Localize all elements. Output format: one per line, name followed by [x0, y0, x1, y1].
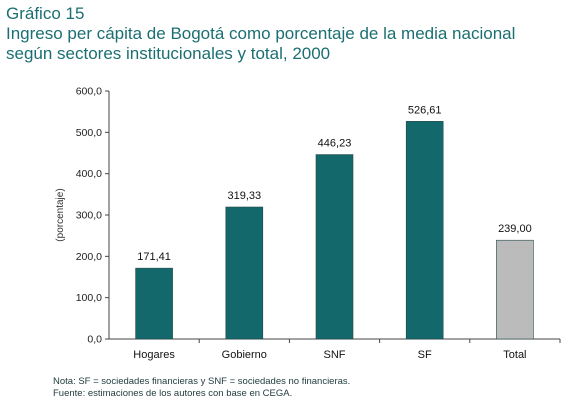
x-tick-label: SF [418, 349, 432, 361]
y-tick-label: 100,0 [76, 292, 102, 304]
bar-gobierno [225, 206, 264, 340]
y-tick-label: 400,0 [76, 168, 102, 180]
chart-bars [135, 121, 534, 340]
source-text: Fuente: estimaciones de los autores con … [53, 388, 293, 399]
figure-number: Gráfico 15 [6, 4, 85, 23]
data-label: 171,41 [137, 251, 171, 263]
y-tick-label: 300,0 [76, 210, 102, 222]
y-tick-label: 500,0 [76, 127, 102, 139]
x-tick-label: SNF [324, 349, 346, 361]
chart-header: Gráfico 15 Ingreso per cápita de Bogotá … [6, 4, 566, 64]
x-tick-label: Gobierno [222, 349, 267, 361]
y-axis-label: (porcentaje) [55, 188, 66, 241]
bar-sf [405, 121, 444, 340]
y-tick-label: 600,0 [76, 86, 102, 98]
note-text: Nota: SF = sociedades financieras y SNF … [53, 376, 351, 387]
chart-title: Ingreso per cápita de Bogotá como porcen… [6, 24, 516, 63]
bar-hogares [135, 267, 173, 340]
x-tick-label: Hogares [133, 349, 175, 361]
data-label: 446,23 [318, 138, 352, 150]
data-label: 526,61 [408, 104, 442, 116]
bar-total [496, 239, 534, 340]
chart-labels: 171,41 Hogares 319,33 Gobierno 446,23 SNF 526,… [133, 104, 531, 361]
x-tick-label: Total [503, 349, 526, 361]
chart-axes: 0,0 100,0 200,0 300,0 400,0 500,0 600,0 [76, 86, 561, 346]
chart-notes: Nota: SF = sociedades financieras y SNF … [53, 376, 350, 400]
y-tick-label: 200,0 [76, 251, 102, 263]
y-tick-label: 0,0 [87, 334, 102, 346]
data-label: 239,00 [498, 223, 532, 235]
bar-snf [315, 154, 354, 340]
data-label: 319,33 [227, 190, 261, 202]
